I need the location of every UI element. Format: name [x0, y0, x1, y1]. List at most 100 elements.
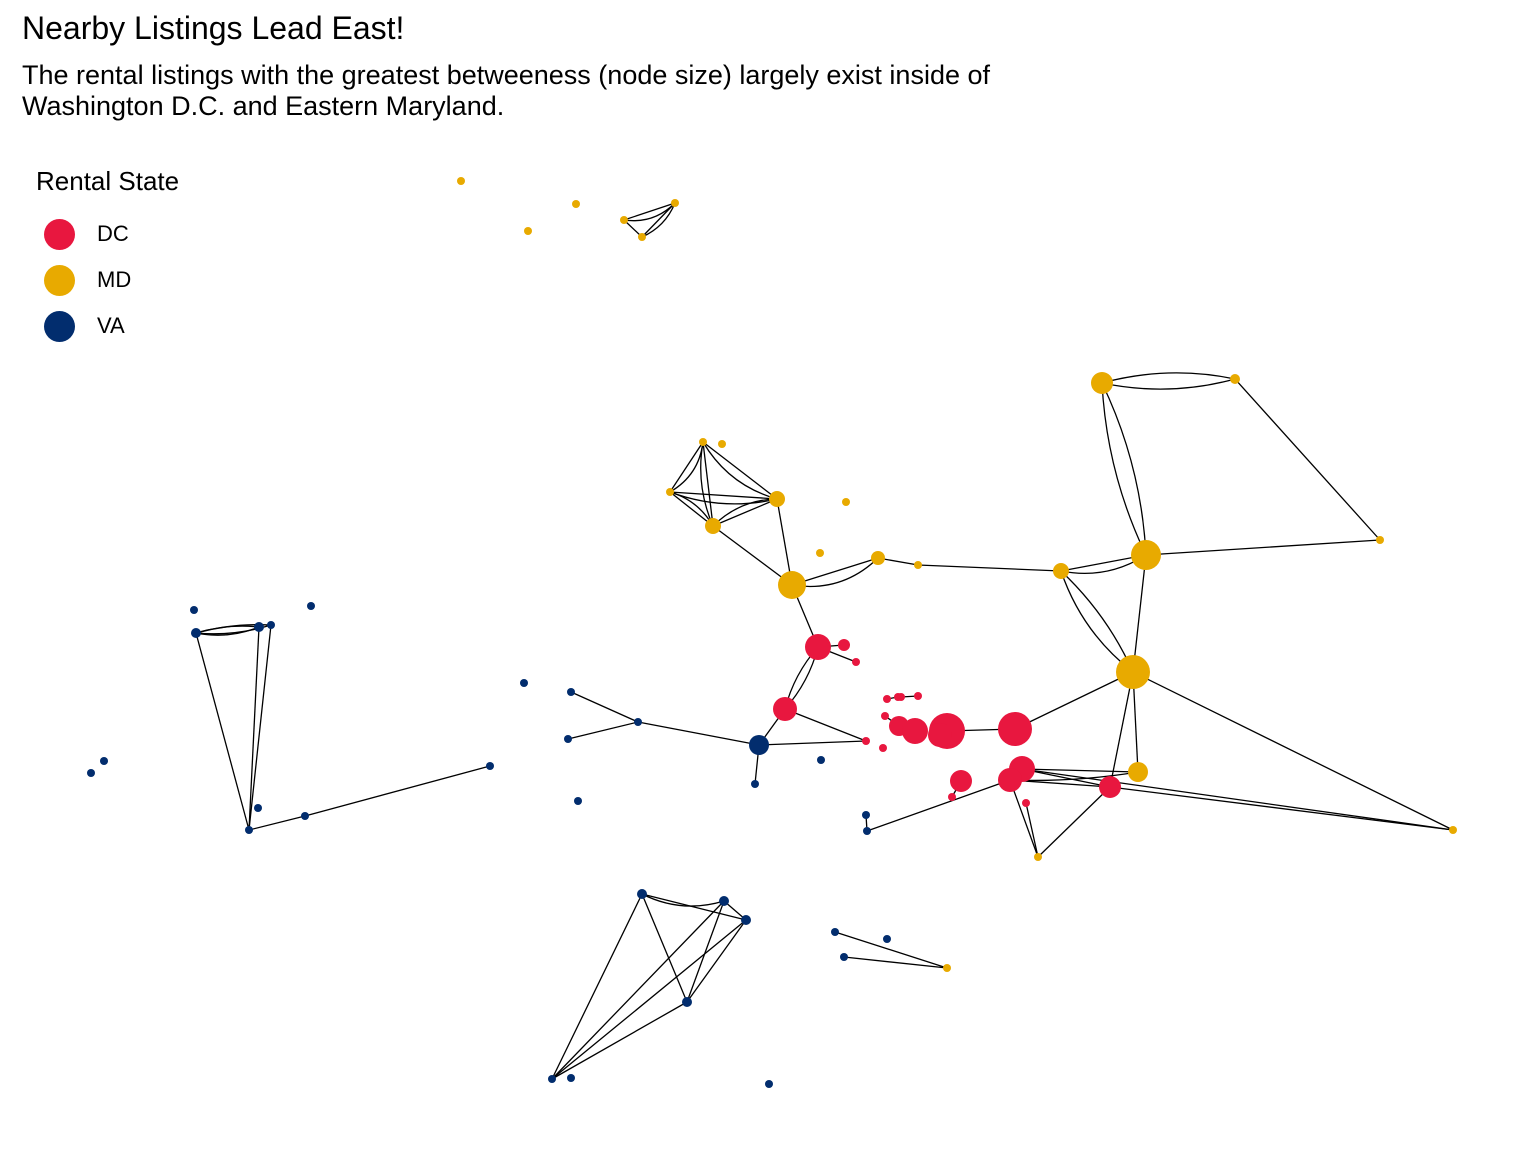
node-md-m14	[871, 551, 885, 565]
node-va-v23	[719, 896, 729, 906]
node-va-v7	[87, 769, 95, 777]
node-md-m17	[1091, 372, 1113, 394]
edge-v22-v26	[551, 893, 643, 1080]
edge-v17-d5	[758, 740, 867, 746]
node-md-m19	[1376, 536, 1384, 544]
node-va-v1	[190, 606, 198, 614]
node-md-m26	[943, 964, 951, 972]
node-dc-d21	[1022, 799, 1030, 807]
node-dc-d3	[852, 658, 860, 666]
legend-swatch-va	[44, 310, 75, 342]
edge-v29-m26	[834, 931, 948, 969]
edge-d16-m22	[1014, 671, 1134, 730]
edge-m18-m19	[1234, 378, 1381, 541]
node-md-m12	[842, 498, 850, 506]
node-dc-d7	[883, 695, 891, 703]
edge-m7-m9	[669, 441, 704, 493]
node-va-v2	[307, 602, 315, 610]
node-md-m22	[1116, 655, 1150, 689]
node-va-v16	[574, 797, 582, 805]
node-md-m7	[699, 438, 707, 446]
node-va-v10	[245, 826, 253, 834]
edge-v24-v26	[551, 919, 747, 1080]
edge-v3-v5	[195, 624, 272, 634]
edge-m11-m16	[712, 525, 793, 586]
edge-v10-v9	[248, 815, 306, 831]
node-md-m18	[1230, 374, 1240, 384]
edge-d20-m25	[1009, 779, 1039, 858]
edge-v25-v26	[551, 1001, 688, 1080]
subtitle-line-2: Washington D.C. and Eastern Maryland.	[22, 91, 505, 121]
node-dc-d17	[950, 770, 972, 792]
edge-m7-m11	[702, 441, 714, 527]
legend-label-va: VA	[97, 313, 125, 338]
edge-d19-m24	[1021, 768, 1454, 831]
edge-v4-v10	[248, 626, 260, 831]
node-dc-d15	[928, 723, 952, 747]
node-va-v28	[765, 1080, 773, 1088]
node-dc-d1	[805, 634, 831, 660]
edge-d4-d5	[784, 708, 867, 742]
nodes	[87, 177, 1457, 1088]
node-va-v17	[749, 735, 769, 755]
node-md-m6	[638, 233, 646, 241]
edge-m4-m5	[623, 202, 676, 221]
node-md-m20	[1053, 563, 1069, 579]
node-va-v14	[634, 718, 642, 726]
edge-v23-v25	[686, 900, 725, 1003]
node-va-v8	[254, 804, 262, 812]
edge-v31-m26	[843, 956, 948, 969]
node-dc-d16	[998, 712, 1032, 746]
node-va-v12	[520, 679, 528, 687]
edge-v17-v14	[637, 721, 760, 746]
node-va-v26	[548, 1075, 556, 1083]
edge-v22-v23	[641, 893, 725, 907]
edge-d21-m25	[1025, 802, 1039, 858]
node-md-m16	[778, 571, 806, 599]
node-va-v30	[883, 935, 891, 943]
edge-v23-v26	[551, 900, 725, 1080]
node-md-m1	[457, 177, 465, 185]
edge-m17-m18	[1101, 378, 1236, 390]
node-dc-d10	[914, 692, 922, 700]
chart-title: Nearby Listings Lead East!	[22, 10, 405, 46]
edge-m21-m19	[1145, 539, 1381, 556]
node-md-m15	[914, 561, 922, 569]
node-md-m24	[1449, 826, 1457, 834]
node-md-m8	[718, 440, 726, 448]
node-va-v20	[862, 811, 870, 819]
node-dc-d13	[902, 718, 928, 744]
node-va-v9	[301, 812, 309, 820]
edge-v9-v11	[304, 765, 491, 817]
edge-m20-m22	[1060, 570, 1134, 673]
node-dc-d20	[998, 768, 1022, 792]
legend-title: Rental State	[36, 166, 180, 196]
legend-swatch-dc	[44, 218, 75, 250]
node-va-v24	[741, 915, 751, 925]
node-va-v5	[267, 621, 275, 629]
node-va-v4	[254, 622, 264, 632]
node-va-v27	[567, 1074, 575, 1082]
node-md-m10	[769, 491, 785, 507]
edge-m21-m22	[1132, 554, 1147, 673]
edge-m22-m24	[1132, 671, 1454, 831]
node-md-m13	[816, 549, 824, 557]
node-md-m5	[671, 199, 679, 207]
node-dc-d5	[862, 737, 870, 745]
legend-label-dc: DC	[97, 221, 129, 246]
legend-label-md: MD	[97, 267, 132, 292]
subtitle-line-1: The rental listings with the greatest be…	[22, 60, 990, 90]
node-va-v31	[840, 953, 848, 961]
node-va-v29	[831, 928, 839, 936]
node-dc-d11	[881, 712, 889, 720]
edge-m9-m10	[669, 491, 778, 500]
node-dc-d9	[897, 693, 905, 701]
edge-v14-v13	[570, 691, 639, 723]
node-md-m4	[620, 216, 628, 224]
edge-m17-m21	[1101, 382, 1147, 556]
node-md-m25	[1034, 853, 1042, 861]
legend: Rental State DC MD VA	[36, 166, 179, 349]
edges	[195, 202, 1454, 1080]
edge-m17-m21	[1101, 382, 1147, 556]
edge-v22-v24	[641, 893, 747, 921]
